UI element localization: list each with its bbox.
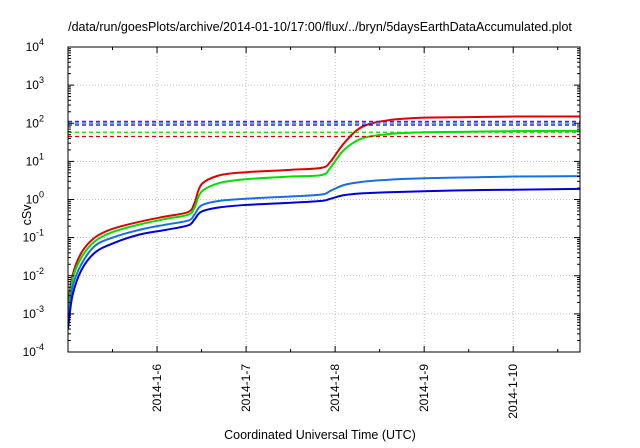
series-line-2: [68, 175, 580, 323]
y-tick-label: 102: [26, 113, 44, 130]
x-axis: 2014-1-6 2014-1-7 2014-1-8 2014-1-9 2014-1-1…: [112, 47, 559, 419]
x-tick-label: 2014-1-9: [417, 364, 431, 412]
series-line-3: [68, 187, 580, 330]
grid: [68, 47, 580, 352]
x-tick-label: 2014-1-10: [506, 364, 520, 419]
y-tick-label: 103: [26, 75, 44, 92]
y-axis: 10-4 10-3 10-2 10-1 100 101 102 103 104: [23, 37, 580, 359]
series-line-0: [68, 115, 580, 308]
x-tick-label: 2014-1-8: [328, 364, 342, 412]
series-group: [68, 115, 580, 330]
y-tick-label: 10-1: [23, 228, 44, 245]
y-tick-label: 104: [26, 37, 44, 54]
y-tick-label: 101: [26, 151, 44, 168]
chart-title: /data/run/goesPlots/archive/2014-01-10/1…: [68, 20, 572, 34]
series-line-1: [68, 129, 580, 315]
x-axis-label: Coordinated Universal Time (UTC): [224, 428, 416, 442]
y-tick-label: 10-2: [23, 266, 44, 283]
y-tick-label: 100: [26, 190, 44, 207]
y-tick-label: 10-4: [23, 342, 44, 359]
x-tick-label: 2014-1-7: [239, 364, 253, 412]
y-tick-label: 10-3: [23, 304, 44, 321]
x-tick-label: 2014-1-6: [150, 364, 164, 412]
